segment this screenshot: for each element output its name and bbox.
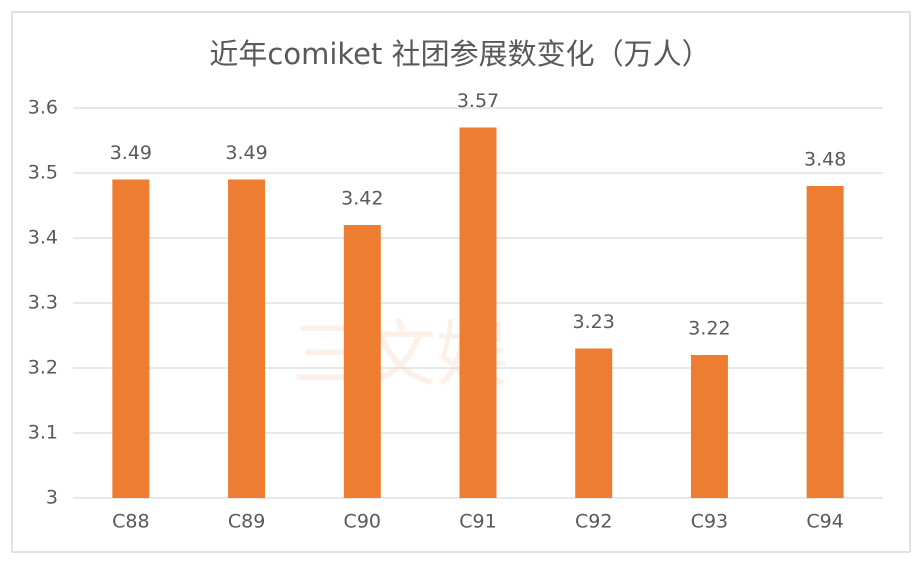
bar bbox=[343, 225, 381, 498]
x-tick-label: C91 bbox=[459, 511, 496, 533]
value-label: 3.22 bbox=[688, 318, 730, 340]
value-label: 3.49 bbox=[225, 142, 267, 164]
value-label: 3.57 bbox=[457, 90, 499, 112]
bar bbox=[228, 179, 266, 498]
bar bbox=[459, 127, 497, 498]
y-tick-label: 3.1 bbox=[28, 422, 58, 444]
x-tick-label: C92 bbox=[575, 511, 612, 533]
y-tick-label: 3.2 bbox=[28, 357, 58, 379]
x-tick-label: C94 bbox=[806, 511, 843, 533]
value-label: 3.48 bbox=[804, 149, 846, 171]
x-tick-label: C90 bbox=[344, 511, 381, 533]
value-label: 3.23 bbox=[573, 311, 615, 333]
y-tick-label: 3.6 bbox=[28, 97, 58, 119]
value-label: 3.42 bbox=[341, 188, 383, 210]
x-tick-label: C93 bbox=[691, 511, 728, 533]
y-tick-label: 3.3 bbox=[28, 292, 58, 314]
y-tick-label: 3.5 bbox=[28, 162, 58, 184]
bar bbox=[575, 348, 613, 498]
y-tick-label: 3.4 bbox=[28, 227, 58, 249]
x-tick-label: C88 bbox=[112, 511, 149, 533]
bar bbox=[806, 186, 844, 498]
bar bbox=[112, 179, 150, 498]
chart-title: 近年comiket 社团参展数变化（万人） bbox=[209, 37, 710, 71]
y-tick-label: 3 bbox=[46, 487, 58, 509]
bar bbox=[690, 355, 728, 498]
value-label: 3.49 bbox=[110, 142, 152, 164]
x-tick-label: C89 bbox=[228, 511, 265, 533]
